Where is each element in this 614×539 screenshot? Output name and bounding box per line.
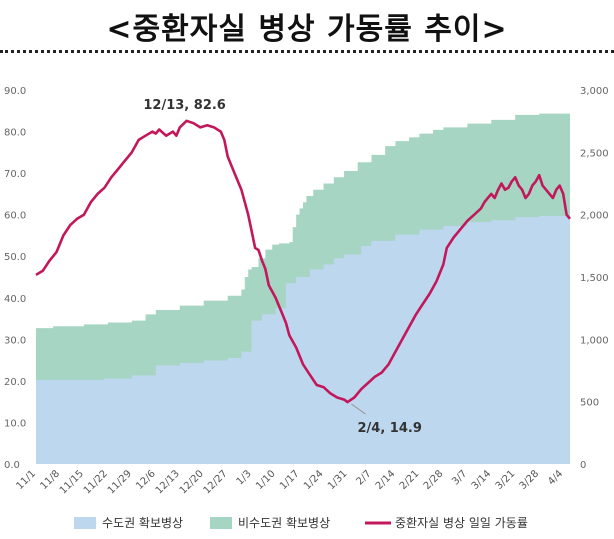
x-tick-label: 2/7 [354, 468, 373, 487]
x-tick-label: 3/21 [494, 468, 518, 492]
x-tick-label: 12/20 [178, 468, 206, 496]
x-tick-label: 11/22 [82, 468, 110, 496]
x-tick-label: 3/28 [518, 468, 542, 492]
x-tick-label: 2/28 [422, 468, 446, 492]
right-tick-label: 0 [580, 460, 586, 471]
legend-seoul-beds-label: 수도권 확보병상 [102, 516, 183, 530]
legend-seoul-beds-swatch [74, 517, 96, 529]
right-tick-label: 2,000 [580, 211, 609, 222]
legend-occupancy-rate-label: 중환자실 병상 일일 가동률 [395, 516, 528, 530]
x-tick-label: 1/3 [235, 468, 254, 487]
x-tick-label: 3/14 [470, 468, 494, 492]
left-tick-label: 60.0 [4, 211, 26, 222]
left-tick-label: 30.0 [4, 335, 26, 346]
trough-annotation-leader [351, 403, 366, 415]
x-tick-label: 11/29 [106, 468, 134, 496]
left-tick-label: 70.0 [4, 169, 26, 180]
x-tick-label: 2/14 [374, 468, 398, 492]
x-tick-label: 4/4 [546, 468, 565, 487]
right-tick-label: 500 [580, 398, 599, 409]
left-tick-label: 10.0 [4, 418, 26, 429]
right-tick-label: 3,000 [580, 86, 609, 97]
left-tick-label: 40.0 [4, 294, 26, 305]
trough-annotation: 2/4, 14.9 [358, 421, 422, 436]
peak-annotation: 12/13, 82.6 [143, 98, 225, 113]
x-tick-label: 1/31 [326, 468, 350, 492]
left-tick-label: 0.0 [4, 460, 20, 471]
x-tick-label: 11/1 [14, 468, 38, 492]
x-tick-label: 12/27 [202, 468, 230, 496]
x-tick-label: 1/24 [302, 468, 326, 492]
left-tick-label: 50.0 [4, 252, 26, 263]
left-tick-label: 20.0 [4, 377, 26, 388]
x-tick-label: 1/17 [278, 468, 302, 492]
right-tick-label: 2,500 [580, 148, 609, 159]
x-tick-label: 11/15 [58, 468, 86, 496]
right-tick-label: 1,000 [580, 335, 609, 346]
x-tick-label: 1/10 [254, 468, 278, 492]
left-tick-label: 80.0 [4, 128, 26, 139]
chart-title: <중환자실 병상 가동률 추이> [106, 12, 508, 47]
x-tick-label: 3/7 [450, 468, 469, 487]
legend-non-seoul-beds-swatch [210, 517, 232, 529]
right-tick-label: 1,500 [580, 273, 609, 284]
left-tick-label: 90.0 [4, 86, 26, 97]
x-tick-label: 2/21 [398, 468, 422, 492]
icu-occupancy-line [35, 119, 572, 404]
title-divider [0, 50, 614, 53]
legend-non-seoul-beds-label: 비수도권 확보병상 [238, 516, 330, 530]
x-tick-label: 12/13 [154, 468, 182, 496]
